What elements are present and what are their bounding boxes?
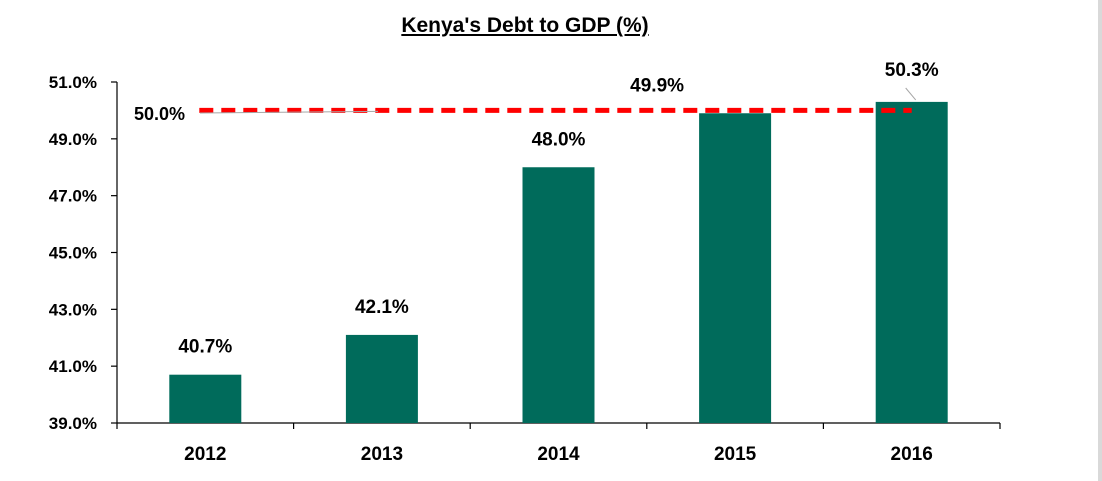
bar-2014 (522, 167, 595, 423)
x-tick-label: 2016 (891, 444, 933, 465)
bar-2012 (169, 374, 242, 423)
window-edge (1098, 0, 1102, 481)
x-tick-label: 2012 (184, 444, 226, 465)
data-label-2014: 48.0% (532, 129, 586, 150)
data-label-2013: 42.1% (355, 297, 409, 318)
data-label-2016: 50.3% (885, 60, 939, 81)
y-tick-label: 51.0% (49, 73, 97, 92)
data-label-leader (905, 87, 917, 101)
x-tick-label: 2014 (537, 444, 580, 465)
y-tick-label: 41.0% (49, 357, 97, 376)
chart-title: Kenya's Debt to GDP (%) (401, 14, 649, 37)
bar-2016 (875, 101, 948, 424)
bar-2015 (699, 113, 772, 423)
x-tick-label: 2013 (361, 444, 403, 465)
reference-line-label: 50.0% (134, 104, 185, 124)
y-tick-label: 39.0% (49, 414, 97, 433)
data-label-2012: 40.7% (178, 337, 232, 358)
y-tick-label: 49.0% (49, 130, 97, 149)
reference-label-leader (199, 110, 379, 114)
x-tick-label: 2015 (714, 444, 757, 465)
data-label-2015: 49.9% (630, 75, 684, 96)
y-tick-label: 45.0% (49, 244, 97, 263)
y-tick-label: 47.0% (49, 187, 97, 206)
bar-2013 (345, 334, 418, 423)
y-tick-label: 43.0% (49, 300, 97, 319)
